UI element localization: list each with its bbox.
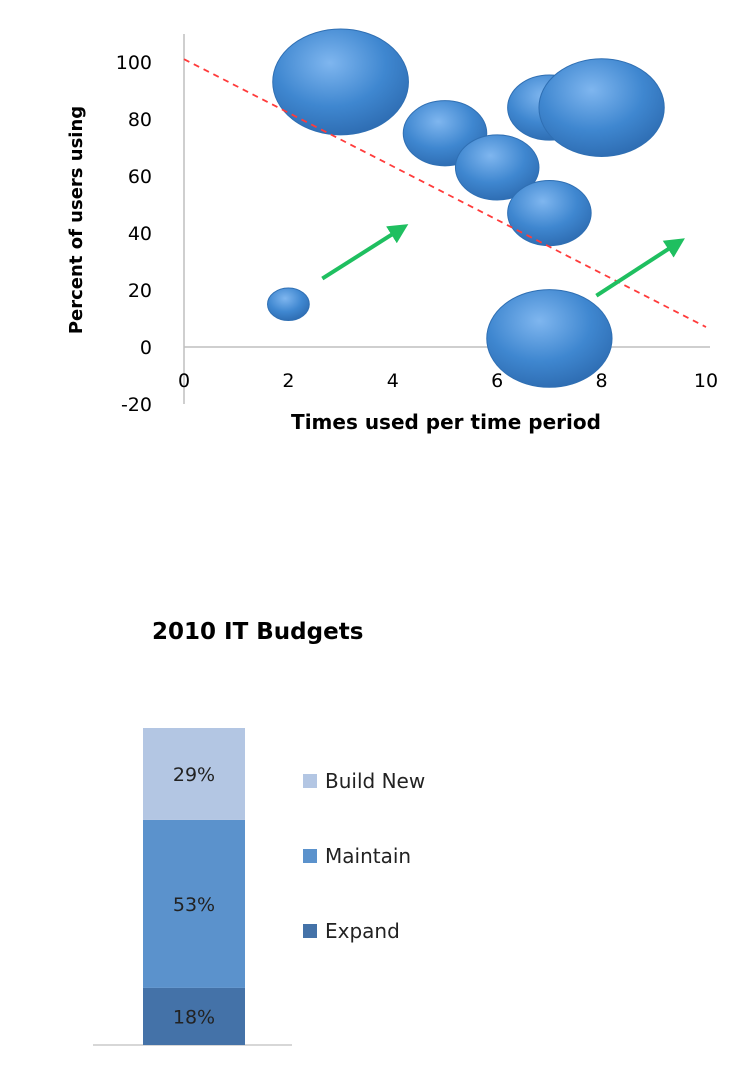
stacked-bar: 18% 53% 29% bbox=[143, 728, 245, 1045]
y-tick-label: 0 bbox=[140, 337, 152, 359]
segment-label: 53% bbox=[173, 894, 215, 916]
bar-segment-build-new bbox=[143, 728, 245, 820]
bubble bbox=[538, 58, 665, 157]
legend-label: Build New bbox=[325, 769, 425, 793]
y-tick-label: 60 bbox=[128, 166, 152, 188]
legend-swatch bbox=[303, 774, 317, 788]
legend-swatch bbox=[303, 849, 317, 863]
x-tick-label: 8 bbox=[596, 370, 608, 392]
x-tick-label: 10 bbox=[694, 370, 718, 392]
y-axis-title: Percent of users using bbox=[66, 106, 87, 334]
x-axis-title: Times used per time period bbox=[291, 410, 601, 434]
x-tick-label: 2 bbox=[282, 370, 294, 392]
bar-segment-maintain bbox=[143, 819, 245, 988]
bubble bbox=[267, 287, 310, 322]
bubble bbox=[486, 289, 613, 388]
legend: Build New Maintain Expand bbox=[303, 769, 425, 943]
bubble bbox=[454, 134, 540, 201]
y-tick-labels: 100 80 60 40 20 0 -20 bbox=[116, 52, 152, 416]
budget-chart: 2010 IT Budgets 18% 53% 29% Build New Maint… bbox=[93, 619, 425, 1046]
trend-arrows bbox=[321, 224, 685, 298]
y-tick-label: -20 bbox=[121, 394, 152, 416]
y-tick-label: 20 bbox=[128, 280, 152, 302]
legend-label: Expand bbox=[325, 919, 400, 943]
legend-swatch bbox=[303, 924, 317, 938]
x-tick-label: 6 bbox=[491, 370, 503, 392]
segment-label: 29% bbox=[173, 764, 215, 786]
arrow bbox=[321, 224, 409, 281]
arrow bbox=[595, 238, 685, 298]
bubble bbox=[507, 179, 592, 247]
y-tick-label: 80 bbox=[128, 109, 152, 131]
legend-label: Maintain bbox=[325, 844, 411, 868]
y-tick-label: 100 bbox=[116, 52, 152, 74]
x-tick-label: 0 bbox=[178, 370, 190, 392]
bar-segment-expand bbox=[143, 987, 245, 1045]
x-tick-label: 4 bbox=[387, 370, 399, 392]
chart-title: 2010 IT Budgets bbox=[152, 619, 363, 645]
bubble-chart: 100 80 60 40 20 0 -20 0 2 4 6 8 10 Times used per t… bbox=[66, 28, 718, 434]
y-tick-label: 40 bbox=[128, 223, 152, 245]
x-tick-labels: 0 2 4 6 8 10 bbox=[178, 370, 718, 392]
segment-label: 18% bbox=[173, 1006, 215, 1028]
bubble bbox=[272, 28, 409, 136]
bubbles bbox=[267, 28, 665, 388]
